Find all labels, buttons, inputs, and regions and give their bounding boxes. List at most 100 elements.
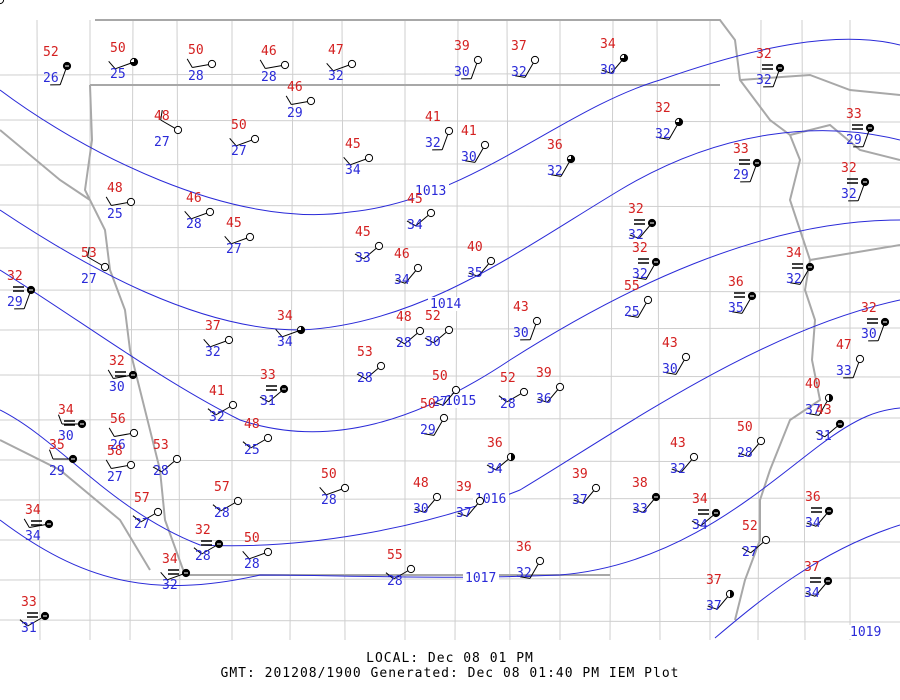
dewpoint-label: 28 (321, 493, 337, 508)
station-model: 33 29 (846, 107, 875, 148)
temperature-label: 39 (536, 366, 552, 381)
station-model: 41 30 (461, 124, 490, 165)
temperature-label: 38 (632, 476, 648, 491)
county-line (801, 19, 806, 641)
county-line (0, 459, 900, 463)
temperature-label: 55 (624, 279, 640, 294)
sky-cover-circle (643, 295, 653, 305)
temperature-label: 50 (420, 397, 436, 412)
sky-cover-circle (475, 496, 485, 506)
station-model: 47 32 (326, 43, 357, 84)
sky-cover-circle (591, 483, 601, 493)
temperature-label: 47 (328, 43, 344, 58)
state-boundaries (0, 19, 900, 621)
station-model: 56 26 (108, 412, 139, 453)
local-time-label: LOCAL: Dec 08 01 PM (366, 651, 534, 666)
sky-cover-circle (480, 140, 490, 150)
station-model: 50 27 (229, 118, 260, 159)
station-model: 32 32 (841, 161, 870, 202)
wind-barb-feather (105, 459, 112, 469)
station-model: 43 31 (815, 403, 845, 444)
county-line (341, 19, 346, 641)
dewpoint-label: 27 (742, 545, 758, 560)
temperature-label: 36 (805, 490, 821, 505)
temperature-label: 41 (461, 124, 477, 139)
sky-cover-fill (567, 155, 575, 163)
isobar-label: 1014 (430, 297, 461, 312)
isobar-label-bg (463, 571, 499, 585)
temperature-label: 53 (81, 246, 97, 261)
temperature-label: 52 (43, 45, 59, 60)
sky-cover-circle (535, 556, 545, 566)
isobar-label-bg (413, 184, 449, 198)
sky-cover-circle (761, 535, 771, 545)
county-line (609, 19, 614, 641)
dewpoint-label: 32 (328, 69, 344, 84)
temperature-label: 58 (107, 444, 123, 459)
temperature-label: 52 (500, 371, 516, 386)
station-model: 32 32 (756, 47, 785, 88)
temperature-label: 32 (195, 523, 211, 538)
wind-barb-feather (732, 311, 743, 314)
sky-cover-circle (530, 55, 540, 65)
station-model: 52 28 (498, 371, 529, 412)
dewpoint-label: 32 (655, 127, 671, 142)
wind-barb-feather (628, 315, 639, 318)
wind-barb-feather (285, 95, 292, 105)
dewpoint-label: 36 (536, 392, 552, 407)
dewpoint-label: 33 (355, 251, 371, 266)
station-model: 48 27 (154, 109, 183, 150)
dewpoint-label: 34 (394, 273, 410, 288)
temperature-label: 46 (261, 44, 277, 59)
wind-barb-feather (395, 279, 406, 284)
temperature-label: 37 (511, 39, 527, 54)
county-line (0, 289, 900, 293)
dewpoint-label: 32 (786, 272, 802, 287)
temperature-label: 36 (487, 436, 503, 451)
temperature-label: 50 (321, 467, 337, 482)
sky-cover-circle (374, 241, 384, 251)
station-model: 32 32 (632, 241, 661, 282)
dewpoint-label: 35 (728, 301, 744, 316)
station-model: 39 37 (572, 467, 601, 508)
wind-barb-feather (520, 576, 531, 579)
wind-barb-feather (457, 512, 468, 517)
sky-cover-circle (451, 385, 461, 395)
station-model: 43 32 (670, 436, 699, 477)
temperature-label: 41 (209, 384, 225, 399)
temperature-label: 52 (425, 309, 441, 324)
dewpoint-label: 27 (81, 272, 97, 287)
temperature-label: 39 (454, 39, 470, 54)
dewpoint-label: 30 (600, 63, 616, 78)
temperature-label: 34 (58, 403, 74, 418)
dewpoint-label: 34 (692, 518, 708, 533)
temperature-label: 48 (413, 476, 429, 491)
sky-cover-circle (413, 263, 423, 273)
station-model: 48 30 (413, 476, 442, 517)
dewpoint-label: 32 (670, 462, 686, 477)
state-line (739, 73, 900, 96)
dewpoint-label: 30 (513, 326, 529, 341)
dewpoint-label: 32 (162, 578, 178, 593)
wind-barb-feather (707, 605, 718, 610)
sky-cover-circle (153, 507, 163, 517)
station-model: 37 37 (706, 573, 735, 614)
dewpoint-label: 32 (209, 410, 225, 425)
temperature-label: 40 (805, 377, 821, 392)
station-model: 36 34 (805, 490, 834, 531)
temperature-label: 32 (841, 161, 857, 176)
temperature-label: 50 (737, 420, 753, 435)
sky-cover-fill (675, 118, 683, 126)
station-model: 50 28 (319, 467, 350, 508)
station-models: 52 26 50 25 50 28 46 28 47 32 39 30 37 32 34 30 32 32 46 29… (0, 0, 890, 636)
dewpoint-label: 37 (805, 403, 821, 418)
station-model: 45 27 (224, 216, 255, 257)
temperature-label: 50 (188, 43, 204, 58)
sky-cover-circle (432, 492, 442, 502)
temperature-label: 46 (186, 191, 202, 206)
dewpoint-label: 28 (261, 70, 277, 85)
sky-cover-circle (263, 547, 273, 557)
station-model: 47 33 (836, 338, 865, 379)
station-model: 53 28 (356, 345, 386, 386)
